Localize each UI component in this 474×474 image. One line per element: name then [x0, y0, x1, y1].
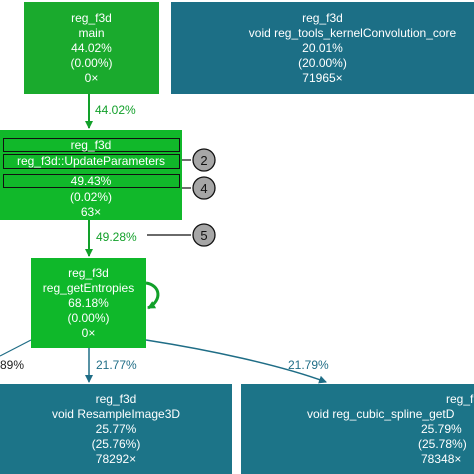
node-update-calls: 63× [80, 204, 102, 219]
edge-entropies-left [0, 339, 32, 357]
node-resample-calls: 78292× [95, 451, 137, 466]
node-spline-self-percent: (25.78%) [418, 436, 467, 451]
node-update-function-highlight: reg_f3d::UpdateParameters [2, 154, 180, 169]
node-conv-function: void reg_tools_kernelConvolution_core [248, 25, 457, 40]
node-spline-binary: reg_f3d [446, 391, 474, 406]
callout-2-marker: 2 [192, 148, 216, 172]
node-conv-self-percent: (20.00%) [298, 55, 347, 70]
node-resample-self-percent: (25.76%) [91, 436, 141, 451]
node-spline-calls: 78348× [421, 451, 462, 466]
node-cubic-spline[interactable]: reg_f3d void reg_cubic_spline_getD 25.79… [241, 384, 474, 474]
node-update-parameters[interactable]: reg_f3d reg_f3d::UpdateParameters 49.43%… [0, 130, 182, 220]
node-entropies-calls: 0× [81, 325, 96, 340]
edge-label-entropies-to-spline: 21.79% [288, 358, 329, 372]
node-main-binary: reg_f3d [71, 10, 112, 25]
callout-5-label: 5 [200, 228, 207, 243]
callout-4-marker: 4 [192, 176, 216, 200]
node-update-self-percent: (0.02%) [69, 189, 113, 204]
edge-label-left-partial: 89% [0, 358, 25, 372]
node-conv-calls: 71965× [302, 70, 343, 85]
node-entropies-self-percent: (0.00%) [67, 310, 110, 325]
node-resample-binary: reg_f3d [95, 391, 137, 406]
callout-2-label: 2 [200, 153, 207, 168]
node-update-binary-highlight: reg_f3d [2, 138, 180, 153]
node-get-entropies[interactable]: reg_f3d reg_getEntropies 68.18% (0.00%) … [31, 258, 146, 348]
callout-5-marker: 5 [192, 223, 216, 247]
node-main[interactable]: reg_f3d main 44.02% (0.00%) 0× [24, 2, 159, 94]
node-kernel-convolution[interactable]: reg_f3d void reg_tools_kernelConvolution… [171, 2, 474, 94]
node-main-function: main [78, 25, 105, 40]
node-spline-function: void reg_cubic_spline_getD [307, 406, 455, 421]
edge-label-update-to-entropies: 49.28% [96, 230, 137, 244]
node-main-calls: 0× [84, 70, 99, 85]
edge-label-main-to-update: 44.02% [95, 103, 136, 117]
node-main-self-percent: (0.00%) [70, 55, 113, 70]
callout-4-label: 4 [200, 181, 207, 196]
edge-label-entropies-to-resample: 21.77% [96, 358, 137, 372]
node-conv-binary: reg_f3d [302, 10, 343, 25]
node-conv-total-percent: 20.01% [302, 40, 343, 55]
node-update-total-percent-highlight: 49.43% [2, 173, 180, 188]
node-resample-function: void ResampleImage3D [51, 406, 181, 421]
node-entropies-binary: reg_f3d [68, 265, 109, 280]
node-main-total-percent: 44.02% [71, 40, 112, 55]
node-resample-image-3d[interactable]: reg_f3d void ResampleImage3D 25.77% (25.… [0, 384, 232, 474]
node-spline-total-percent: 25.79% [421, 421, 462, 436]
node-resample-total-percent: 25.77% [95, 421, 137, 436]
node-entropies-function: reg_getEntropies [42, 280, 135, 295]
edge-entropies-self-loop [145, 281, 160, 310]
edge-entropies-to-spline [145, 339, 327, 384]
node-entropies-total-percent: 68.18% [68, 295, 109, 310]
